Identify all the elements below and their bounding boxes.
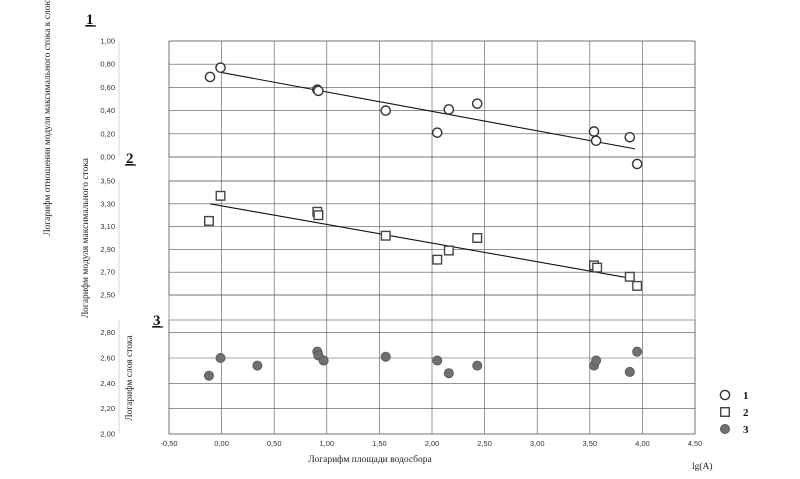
trend-lines xyxy=(209,71,636,280)
data-point xyxy=(591,355,602,366)
data-point xyxy=(472,232,483,243)
legend-label: 2 xyxy=(743,407,749,419)
grid xyxy=(118,40,696,435)
y-tick-label: 3,10 xyxy=(100,222,115,231)
x-unit-label: lg(A) xyxy=(692,461,713,472)
x-tick-label: 1,00 xyxy=(319,439,334,448)
y-tick-label: 2,60 xyxy=(100,354,115,363)
data-point xyxy=(380,351,391,362)
data-point xyxy=(318,355,329,366)
data-point xyxy=(203,215,214,226)
data-point xyxy=(443,245,454,256)
legend-marker xyxy=(720,407,731,418)
data-point xyxy=(631,158,643,170)
data-point xyxy=(380,230,391,241)
x-tick-label: -0,50 xyxy=(160,439,177,448)
data-point xyxy=(215,190,226,201)
y-axis-label: Логарифм отношения модуля максимального … xyxy=(42,0,53,236)
data-point xyxy=(632,280,643,291)
x-tick-label: 0,50 xyxy=(267,439,282,448)
tick-labels: -0,50 0,00 0,50 1,00 1,50 2,00 2,50 3,00 3,50 4,0… xyxy=(100,37,702,449)
data-point xyxy=(624,131,636,143)
data-point xyxy=(252,360,263,371)
y-tick-label: 3,50 xyxy=(100,177,115,186)
data-point xyxy=(313,210,324,221)
x-tick-label: 4,00 xyxy=(635,439,650,448)
panel-number: 1 xyxy=(86,12,94,28)
panel-number: 2 xyxy=(126,151,134,167)
data-point xyxy=(624,366,635,377)
panel-frame xyxy=(168,319,696,435)
data-point xyxy=(472,360,483,371)
data-point xyxy=(471,98,483,109)
x-tick-label: 2,50 xyxy=(477,439,492,448)
y-tick-label: 2,70 xyxy=(100,268,115,277)
y-tick-label: 2,40 xyxy=(100,379,115,388)
y-tick-label: 0,60 xyxy=(100,83,115,92)
data-point xyxy=(431,127,443,138)
x-tick-label: 3,00 xyxy=(530,439,545,448)
x-tick-label: 4,50 xyxy=(688,439,703,448)
trend-line xyxy=(209,203,636,280)
x-tick-label: 2,00 xyxy=(425,439,440,448)
data-point xyxy=(203,370,214,381)
x-tick-label: 3,50 xyxy=(582,439,597,448)
data-point xyxy=(215,62,226,73)
x-tick-label: 1,50 xyxy=(372,439,387,448)
legend-label: 3 xyxy=(743,424,749,436)
data-point xyxy=(380,105,392,116)
data-point xyxy=(588,126,600,137)
x-axis-label: Логарифм площади водосбора xyxy=(308,454,432,465)
data-point xyxy=(632,346,643,357)
y-tick-label: 1,00 xyxy=(100,37,115,46)
data-point xyxy=(204,71,216,83)
data-point xyxy=(215,352,226,363)
y-tick-label: 2,80 xyxy=(100,328,115,337)
data-point xyxy=(624,271,635,282)
data-points xyxy=(203,62,643,381)
data-point xyxy=(443,104,455,115)
y-axis-label: Логарифм слоя стока xyxy=(124,335,135,421)
data-point xyxy=(313,85,324,97)
axis-labels: 1 Логарифм отношения модуля максимального… xyxy=(42,0,713,472)
y-tick-label: 2,90 xyxy=(100,245,115,254)
y-tick-label: 0,20 xyxy=(100,129,115,138)
panel-frame xyxy=(168,180,696,296)
y-axis-label: Логарифм модуля максимального стока xyxy=(80,157,91,318)
data-point xyxy=(592,262,603,273)
data-point xyxy=(432,355,443,366)
data-point xyxy=(443,368,454,379)
y-tick-label: 0,80 xyxy=(100,60,115,69)
legend: 1 2 3 xyxy=(719,389,749,436)
legend-marker xyxy=(719,389,731,401)
panel-frame xyxy=(168,40,696,158)
y-tick-label: 0,00 xyxy=(100,153,115,162)
panel-number: 3 xyxy=(153,313,161,329)
y-tick-label: 3,30 xyxy=(100,199,115,208)
y-tick-label: 2,20 xyxy=(100,404,115,413)
y-tick-label: 0,40 xyxy=(100,106,115,115)
legend-marker xyxy=(720,423,731,434)
trend-line xyxy=(220,71,636,150)
legend-label: 1 xyxy=(743,390,749,402)
data-point xyxy=(590,135,602,147)
y-tick-label: 2,50 xyxy=(100,291,115,300)
x-tick-label: 0,00 xyxy=(214,439,229,448)
y-tick-label: 2,00 xyxy=(100,430,115,439)
data-point xyxy=(432,254,443,265)
